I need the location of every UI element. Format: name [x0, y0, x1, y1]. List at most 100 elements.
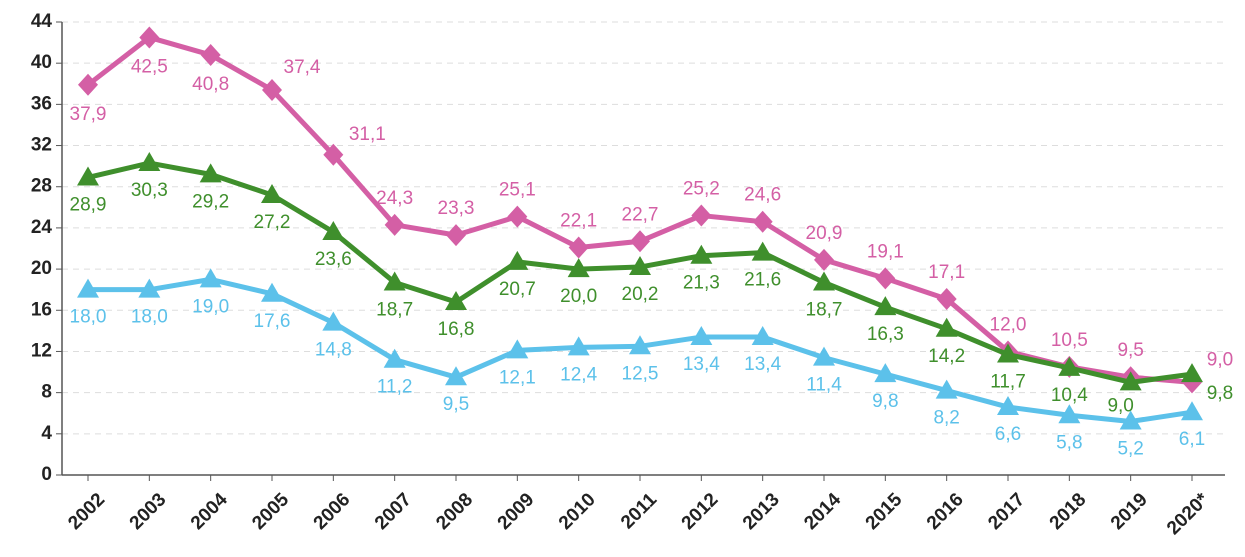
data-label: 29,2 — [192, 191, 229, 212]
marker — [383, 271, 406, 291]
data-label: 6,6 — [995, 424, 1021, 445]
data-label: 31,1 — [349, 124, 386, 145]
marker — [261, 282, 283, 302]
data-label: 12,0 — [990, 314, 1027, 335]
marker — [139, 26, 160, 49]
x-tick-label: 2013 — [739, 489, 784, 534]
data-label: 30,3 — [131, 180, 168, 201]
marker — [936, 287, 957, 310]
x-tick-label: 2009 — [494, 489, 539, 534]
data-label: 14,8 — [315, 340, 352, 361]
marker — [813, 346, 835, 366]
data-label: 11,4 — [806, 375, 842, 396]
marker — [814, 248, 834, 271]
y-tick-label: 4 — [41, 423, 52, 444]
y-tick-label: 20 — [31, 258, 52, 279]
y-tick-label: 28 — [31, 176, 52, 197]
y-tick-label: 24 — [31, 217, 53, 238]
data-label: 28,9 — [70, 194, 107, 215]
marker — [567, 336, 590, 356]
data-label: 27,2 — [254, 212, 291, 233]
marker — [691, 204, 712, 227]
marker — [506, 250, 529, 270]
marker — [813, 271, 835, 291]
data-label: 20,2 — [622, 284, 659, 305]
data-label: 25,1 — [499, 180, 536, 201]
data-label: 21,6 — [744, 270, 781, 291]
x-tick-label: 2017 — [984, 489, 1029, 534]
x-tick-label: 2004 — [187, 489, 232, 534]
data-label: 11,7 — [990, 372, 1026, 393]
x-tick-label: 2006 — [310, 489, 355, 534]
data-label: 12,4 — [560, 364, 597, 385]
data-label: 40,8 — [192, 74, 229, 95]
y-tick-label: 40 — [31, 52, 52, 73]
data-label: 9,0 — [1207, 349, 1233, 370]
data-label: 22,7 — [622, 204, 659, 225]
data-label: 5,8 — [1056, 432, 1082, 453]
data-label: 11,2 — [377, 377, 413, 398]
y-tick-label: 0 — [41, 464, 52, 485]
marker — [322, 311, 345, 331]
data-label: 17,1 — [928, 262, 965, 283]
y-tick-label: 32 — [31, 135, 52, 156]
data-label: 18,0 — [70, 307, 107, 328]
data-label: 10,4 — [1051, 385, 1088, 406]
marker — [1181, 401, 1203, 421]
x-tick-label: 2008 — [432, 489, 477, 534]
marker — [629, 256, 651, 276]
marker — [690, 244, 713, 264]
x-tick-label: 2012 — [678, 489, 723, 534]
data-label: 9,5 — [1117, 340, 1143, 361]
x-tick-label: 2018 — [1046, 489, 1091, 534]
marker — [997, 343, 1019, 363]
marker — [935, 379, 958, 399]
data-label: 23,6 — [315, 249, 352, 270]
data-label: 37,9 — [70, 104, 107, 125]
y-tick-label: 16 — [31, 299, 52, 320]
data-label: 6,1 — [1179, 429, 1205, 450]
x-tick-label: 2010 — [555, 489, 600, 534]
marker — [384, 213, 405, 236]
y-tick-label: 12 — [31, 340, 52, 361]
marker — [1181, 363, 1203, 383]
data-label: 18,7 — [376, 299, 413, 320]
marker — [874, 363, 897, 383]
marker — [875, 267, 896, 290]
x-tick-label: 2016 — [923, 489, 968, 534]
marker — [1119, 410, 1142, 430]
data-label: 19,0 — [192, 296, 229, 317]
marker — [446, 224, 466, 247]
x-tick-label: 2011 — [617, 489, 661, 533]
marker — [874, 296, 897, 316]
marker — [138, 152, 161, 172]
data-label: 18,0 — [131, 307, 168, 328]
data-label: 19,1 — [867, 241, 904, 262]
data-label: 9,8 — [1207, 383, 1233, 404]
data-label: 20,9 — [806, 223, 843, 244]
data-label: 23,3 — [438, 198, 475, 219]
marker — [199, 163, 222, 183]
marker — [1058, 356, 1081, 376]
marker — [1119, 371, 1142, 391]
marker — [199, 268, 222, 288]
data-label: 21,3 — [683, 273, 720, 294]
y-tick-label: 36 — [31, 93, 52, 114]
data-label: 18,7 — [806, 299, 843, 320]
marker — [383, 348, 406, 368]
marker — [77, 278, 99, 298]
data-label: 42,5 — [131, 56, 168, 77]
marker — [567, 258, 590, 278]
marker — [507, 205, 528, 228]
x-tick-label: 2002 — [64, 489, 109, 534]
data-label: 13,4 — [744, 354, 781, 375]
data-label: 16,8 — [438, 319, 475, 340]
data-label: 10,5 — [1051, 330, 1088, 351]
marker — [630, 230, 650, 253]
marker — [568, 236, 589, 259]
x-tick-label: 2020* — [1163, 489, 1213, 539]
data-label: 17,6 — [254, 311, 291, 332]
marker — [261, 183, 283, 203]
marker — [629, 335, 651, 355]
marker — [77, 166, 99, 186]
